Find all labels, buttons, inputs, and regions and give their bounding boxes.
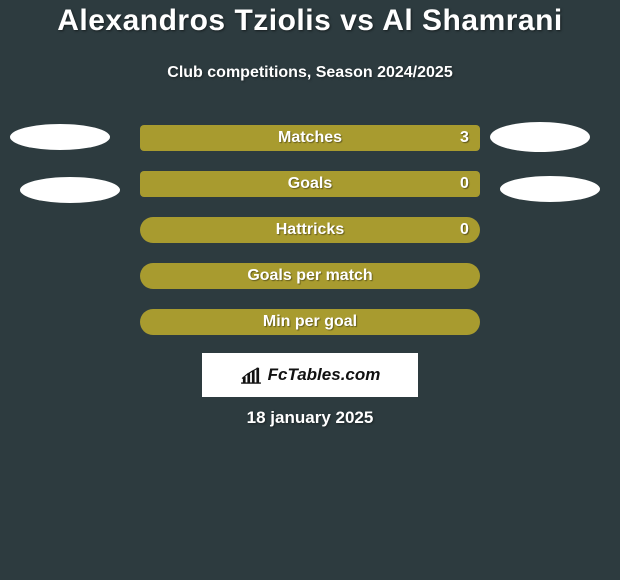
stat-bar-value: 0 [460,217,469,243]
logo-text: FcTables.com [268,365,381,385]
bar-chart-icon [240,366,262,384]
stat-bar [140,217,480,243]
decorative-ellipse [10,124,110,150]
stat-bar [140,125,480,151]
stat-bar-value: 3 [460,125,469,151]
stat-bar-value: 0 [460,171,469,197]
decorative-ellipse [490,122,590,152]
decorative-ellipse [500,176,600,202]
date-label: 18 january 2025 [0,408,620,428]
comparison-card: Alexandros Tziolis vs Al Shamrani Club c… [0,0,620,580]
stat-bar [140,263,480,289]
decorative-ellipse [20,177,120,203]
page-subtitle: Club competitions, Season 2024/2025 [0,64,620,82]
stat-bar [140,171,480,197]
page-title: Alexandros Tziolis vs Al Shamrani [0,4,620,38]
logo-box: FcTables.com [202,353,418,397]
stat-bar [140,309,480,335]
